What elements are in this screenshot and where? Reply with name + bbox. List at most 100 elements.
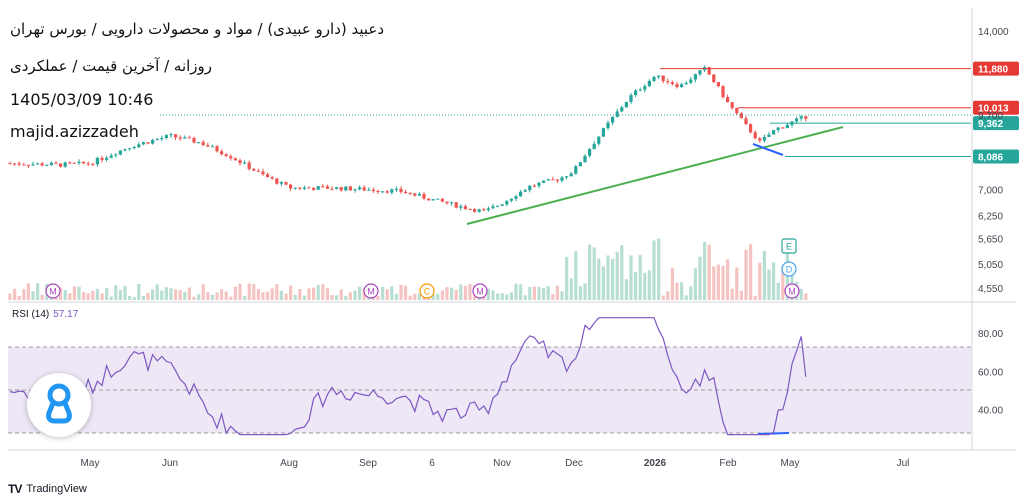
volume-bar (270, 288, 274, 300)
candle-body (362, 187, 366, 191)
volume-bar (509, 292, 513, 300)
candle-body (781, 127, 785, 129)
volume-bar (767, 269, 771, 300)
volume-bar (569, 278, 573, 300)
candle-body (611, 116, 615, 123)
candle-body (201, 142, 205, 146)
candle-body (63, 162, 67, 167)
volume-bar (114, 285, 118, 300)
price-tick-label: 4,550 (978, 284, 1003, 295)
chart-datetime: 1405/03/09 10:46 (10, 90, 154, 109)
candle-body (772, 130, 776, 135)
volume-bar (583, 283, 587, 300)
candle-body (514, 196, 518, 199)
volume-bar (450, 287, 454, 300)
price-level-label: 11,880 (978, 65, 1008, 76)
rsi-legend: RSI (14) 57.17 (12, 309, 78, 320)
candle-body (59, 163, 63, 167)
volume-bar (164, 287, 168, 300)
volume-bar (542, 288, 546, 300)
rsi-line (9, 317, 807, 436)
volume-bar (169, 288, 173, 300)
candle-body (477, 209, 481, 212)
candle-body (739, 113, 743, 119)
candle-body (40, 163, 44, 166)
candle-body (215, 146, 219, 152)
candle-body (394, 188, 398, 190)
volume-bar (592, 247, 596, 300)
time-tick-label: 6 (429, 458, 435, 469)
volume-bar (128, 295, 132, 300)
candle-body (638, 89, 642, 91)
ascending-trendline[interactable] (466, 126, 844, 225)
candle-body (680, 84, 684, 88)
volume-bar (197, 294, 201, 300)
candle-body (376, 191, 380, 193)
candle-body (164, 135, 168, 139)
volume-bar (100, 293, 104, 300)
candle-body (390, 189, 394, 193)
volume-bar (716, 264, 720, 300)
volume-bar (597, 258, 601, 300)
candle-body (330, 188, 334, 190)
blue-drawing-line[interactable] (752, 143, 784, 156)
candle-body (597, 136, 601, 144)
logo-icon (46, 383, 72, 424)
candle-body (546, 179, 550, 181)
volume-bar (298, 289, 302, 300)
volume-bar (689, 286, 693, 300)
candle-body (799, 116, 803, 119)
volume-bar (657, 238, 661, 300)
volume-bar (390, 286, 394, 300)
volume-bar (82, 291, 86, 300)
volume-bar (781, 266, 785, 300)
volume-bar (312, 287, 316, 300)
rsi-tick-label: 60.00 (978, 367, 1003, 378)
volume-bar (321, 284, 325, 300)
event-marker-letter: M (367, 287, 375, 297)
candle-body (721, 86, 725, 98)
candle-body (233, 158, 237, 161)
candle-body (726, 97, 730, 103)
candle-body (17, 163, 21, 165)
event-marker-letter: M (476, 287, 484, 297)
volume-bar (289, 285, 293, 300)
candle-body (367, 189, 371, 191)
volume-bar (279, 290, 283, 300)
rsi-tick-label: 80.00 (978, 329, 1003, 340)
volume-bar (40, 294, 44, 300)
volume-bar (744, 249, 748, 300)
candle-body (247, 162, 251, 169)
volume-bar (256, 288, 260, 300)
volume-bar (417, 293, 421, 300)
candle-body (436, 198, 440, 200)
time-tick-label: Nov (493, 458, 511, 469)
candle-body (776, 127, 780, 131)
candle-body (348, 186, 352, 191)
volume-bar (247, 283, 251, 300)
candle-body (454, 202, 458, 208)
rsi-legend-title: RSI (14) (12, 309, 50, 320)
volume-bar (243, 295, 247, 300)
candle-body (716, 82, 720, 87)
candle-body (266, 174, 270, 178)
candle-body (505, 200, 509, 205)
candle-body (238, 160, 242, 164)
volume-bar (275, 284, 279, 300)
candle-body (210, 146, 214, 148)
event-markers[interactable]: M M C M E D M (45, 238, 800, 299)
rsi-blue-drawing-line[interactable] (757, 432, 790, 435)
tradingview-footer[interactable]: TV TradingView (8, 482, 87, 496)
candle-body (381, 191, 385, 193)
price-tick-label: 5,650 (978, 234, 1003, 245)
volume-bar (459, 284, 463, 300)
time-tick-label: Feb (719, 458, 737, 469)
volume-bar (528, 287, 532, 300)
candle-body (252, 168, 256, 171)
volume-bar (546, 285, 550, 300)
event-marker-m (472, 283, 488, 299)
price-tick-label: 5,050 (978, 260, 1003, 271)
candle-body (707, 67, 711, 75)
candle-body (137, 144, 141, 148)
candle-body (141, 142, 145, 145)
